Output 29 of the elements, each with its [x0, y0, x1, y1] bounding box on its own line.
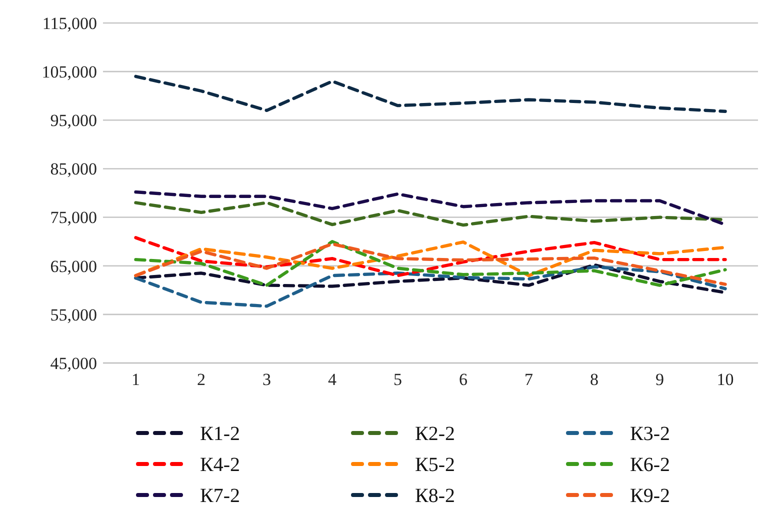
x-tick-label: 5 — [394, 370, 402, 389]
x-tick-label: 9 — [656, 370, 664, 389]
legend-label: К2-2 — [415, 423, 455, 445]
legend-label: К5-2 — [415, 454, 455, 476]
y-tick-label: 45,000 — [50, 354, 97, 373]
legend-label: К6-2 — [630, 454, 670, 476]
y-tick-label: 115,000 — [42, 14, 97, 33]
line-series — [134, 265, 727, 308]
legend-label: К8-2 — [415, 485, 455, 507]
y-tick-label: 105,000 — [42, 62, 97, 82]
y-tick-label: 65,000 — [50, 256, 97, 276]
legend-label: К7-2 — [200, 485, 240, 507]
legend-label: К1-2 — [200, 423, 240, 445]
x-tick-label: 4 — [328, 370, 337, 389]
x-tick-label: 8 — [590, 370, 598, 389]
legend-label: К4-2 — [200, 454, 240, 476]
y-tick-label: 95,000 — [50, 111, 97, 130]
x-tick-label: 6 — [459, 370, 468, 389]
x-tick-label: 1 — [132, 370, 140, 389]
x-tick-label: 2 — [197, 370, 206, 389]
x-tick-label: 3 — [262, 370, 271, 389]
y-tick-label: 75,000 — [50, 208, 97, 228]
legend-label: К3-2 — [630, 423, 670, 445]
x-tick-label: 10 — [716, 370, 734, 389]
y-tick-label: 55,000 — [50, 305, 97, 324]
x-tick-label: 7 — [524, 370, 534, 389]
y-tick-label: 85,000 — [50, 160, 97, 179]
legend-label: К9-2 — [630, 485, 670, 507]
line-series — [134, 74, 727, 113]
